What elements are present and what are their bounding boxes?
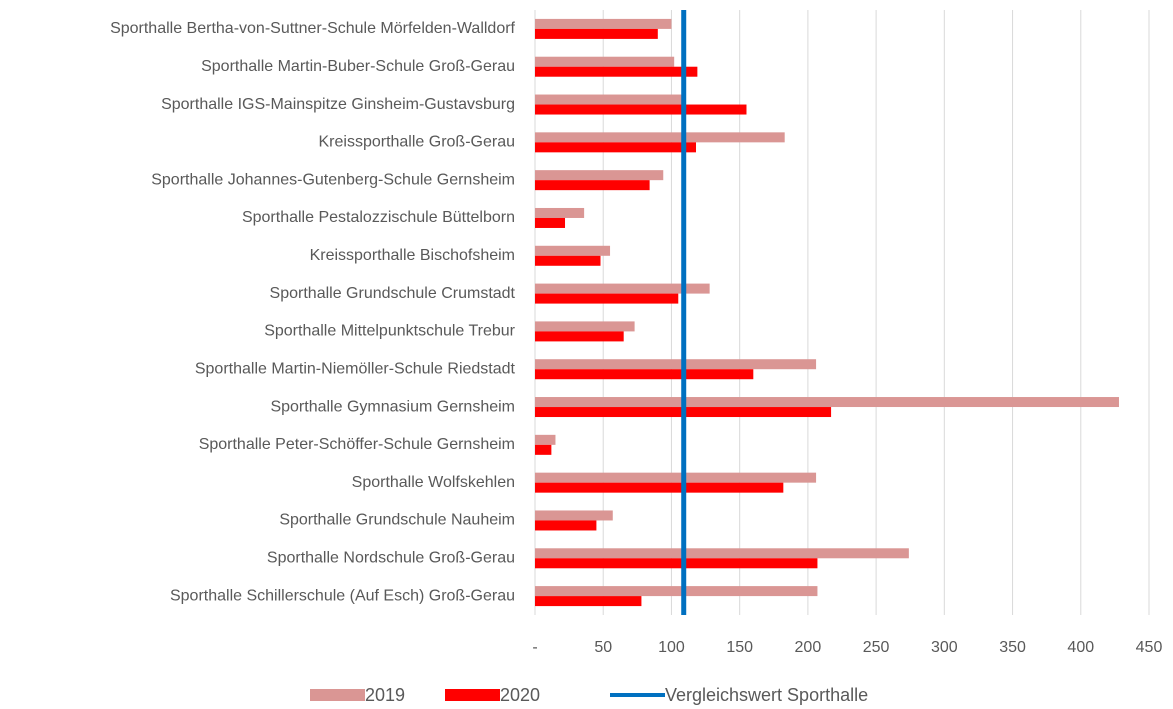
bar — [535, 558, 818, 569]
bar — [535, 142, 697, 153]
bar — [535, 548, 909, 559]
bar — [535, 596, 642, 607]
x-tick-label: 400 — [1067, 639, 1094, 656]
legend-label: Vergleichswert Sporthalle — [665, 685, 868, 705]
bar — [535, 397, 1119, 408]
bar — [535, 66, 698, 77]
category-label: Sporthalle Johannes-Gutenberg-Schule Ger… — [151, 171, 515, 188]
category-label: Sporthalle Nordschule Groß-Gerau — [267, 550, 515, 567]
bar — [535, 321, 635, 332]
bar — [535, 520, 597, 531]
category-label: Kreissporthalle Groß-Gerau — [318, 134, 515, 151]
x-tick-label: 350 — [999, 639, 1026, 656]
category-label: Sporthalle Grundschule Crumstadt — [270, 285, 516, 302]
x-tick-label: 200 — [795, 639, 822, 656]
bar — [535, 331, 624, 342]
category-label: Sporthalle Wolfskehlen — [352, 474, 515, 491]
legend-label: 2019 — [365, 685, 405, 705]
bar — [535, 104, 747, 115]
bar — [535, 472, 817, 483]
bar — [535, 28, 658, 39]
bar — [535, 283, 710, 294]
bar — [535, 18, 672, 29]
category-label: Sporthalle Bertha-von-Suttner-Schule Mör… — [110, 20, 515, 37]
category-label: Kreissporthalle Bischofsheim — [310, 247, 515, 264]
bar — [535, 132, 785, 143]
category-label: Sporthalle Grundschule Nauheim — [279, 512, 515, 529]
x-tick-label: 100 — [658, 639, 685, 656]
category-label: Sporthalle IGS-Mainspitze Ginsheim-Gusta… — [161, 96, 515, 113]
category-label: Sporthalle Schillerschule (Auf Esch) Gro… — [170, 587, 515, 604]
x-tick-label: 450 — [1136, 639, 1163, 656]
bar — [535, 170, 664, 181]
category-label: Sporthalle Mittelpunktschule Trebur — [264, 323, 515, 340]
bar — [535, 94, 683, 105]
category-label: Sporthalle Gymnasium Gernsheim — [270, 398, 515, 415]
x-tick-label: 150 — [726, 639, 753, 656]
bar — [535, 434, 556, 445]
legend-label: 2020 — [500, 685, 540, 705]
bar — [535, 56, 675, 67]
category-label: Sporthalle Martin-Buber-Schule Groß-Gera… — [201, 58, 515, 75]
bar — [535, 510, 613, 521]
bar — [535, 444, 552, 455]
bar — [535, 586, 818, 597]
legend-swatch — [310, 689, 365, 701]
category-label: Sporthalle Martin-Niemöller-Schule Rieds… — [195, 360, 516, 377]
x-tick-label: - — [532, 639, 537, 656]
x-tick-label: 50 — [594, 639, 612, 656]
x-tick-label: 250 — [863, 639, 890, 656]
bar — [535, 359, 817, 370]
category-label: Sporthalle Pestalozzischule Büttelborn — [242, 209, 515, 226]
x-tick-label: 300 — [931, 639, 958, 656]
bar — [535, 293, 679, 304]
bar — [535, 245, 611, 256]
bar — [535, 180, 650, 191]
bar — [535, 255, 601, 266]
category-label: Sporthalle Peter-Schöffer-Schule Gernshe… — [199, 436, 515, 453]
bar — [535, 207, 585, 218]
legend-swatch — [445, 689, 500, 701]
bar — [535, 369, 754, 380]
bar — [535, 217, 566, 228]
bar — [535, 482, 784, 493]
